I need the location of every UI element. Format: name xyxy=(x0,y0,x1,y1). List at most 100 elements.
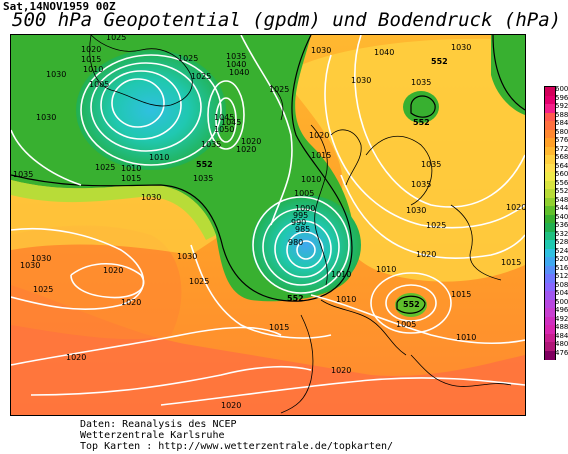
colorbar-tick-label: 600 xyxy=(555,85,568,93)
colorbar-swatch xyxy=(545,206,555,215)
colorbar-tick-label: 512 xyxy=(555,272,568,280)
colorbar-tick-label: 584 xyxy=(555,119,568,127)
colorbar-tick-label: 544 xyxy=(555,204,568,212)
colorbar-swatch xyxy=(545,172,555,181)
isobar-label: 1025 xyxy=(33,285,53,294)
colorbar-tick-label: 564 xyxy=(555,161,568,170)
isobar-label: 980 xyxy=(288,238,303,247)
isobar-label: 1020 xyxy=(103,266,123,275)
isobar-label: 1010 xyxy=(336,295,356,304)
colorbar-swatch xyxy=(545,189,555,198)
footer-link[interactable]: Top Karten : http://www.wetterzentrale.d… xyxy=(80,441,394,452)
isobar-label: 1020 xyxy=(331,366,351,375)
isobar-label: 1030 xyxy=(311,46,331,55)
isobar-label: 1025 xyxy=(269,85,289,94)
isobar-label: 1030 xyxy=(451,43,471,52)
colorbar-swatch xyxy=(545,146,555,156)
isobar-label: 1035 xyxy=(421,160,441,169)
isobar-label: 1025 xyxy=(426,221,446,230)
isobar-label: 1035 xyxy=(13,170,33,179)
isobar-label: 1040 xyxy=(374,48,394,57)
colorbar-swatch xyxy=(545,223,555,232)
colorbar-swatch xyxy=(545,180,555,190)
gpdm-label: 552 xyxy=(403,300,420,309)
colorbar-swatch xyxy=(545,291,555,300)
colorbar-swatch xyxy=(545,155,555,164)
colorbar-swatch xyxy=(545,257,555,266)
colorbar xyxy=(544,86,556,360)
isobar-label: 1020 xyxy=(66,353,86,362)
colorbar-swatch xyxy=(545,282,555,292)
isobar-label: 1040 xyxy=(229,68,249,77)
colorbar-tick-label: 480 xyxy=(555,340,568,348)
colorbar-swatch xyxy=(545,138,555,147)
isobar-label: 1015 xyxy=(311,151,331,160)
isobar-label: 1020 xyxy=(81,45,101,54)
isobar-label: 1020 xyxy=(506,203,525,212)
isobar-label: 1035 xyxy=(226,52,246,61)
isobar-labels: 1025 1020 1015 1010 1005 1030 1035 1040 … xyxy=(13,35,525,410)
isobar-label: 1015 xyxy=(501,258,521,267)
isobar-label: 1035 xyxy=(411,180,431,189)
isobar-label: 1025 xyxy=(191,72,211,81)
colorbar-swatch xyxy=(545,129,555,139)
colorbar-swatch xyxy=(545,308,555,317)
isobar-label: 1025 xyxy=(189,277,209,286)
isobar-label: 1015 xyxy=(451,290,471,299)
gpdm-label: 552 xyxy=(196,160,213,169)
colorbar-tick-label: 592 xyxy=(555,102,568,110)
isobar-label: 1020 xyxy=(221,401,241,410)
colorbar-tick-label: 528 xyxy=(555,238,568,246)
colorbar-swatch xyxy=(545,87,555,96)
isobar-label: 1020 xyxy=(236,145,256,154)
colorbar-swatch xyxy=(545,163,555,173)
isobar-label: 990 xyxy=(291,218,306,227)
colorbar-swatch xyxy=(545,121,555,130)
isobar-label: 1010 xyxy=(456,333,476,342)
weather-map-canvas: 552 552 552 552 552 1025 1020 1015 1010 … xyxy=(11,35,525,415)
low-northeast-corner xyxy=(491,35,525,115)
isobar-label: 1050 xyxy=(214,125,234,134)
colorbar-tick-label: 560 xyxy=(555,170,568,178)
colorbar-swatch xyxy=(545,248,555,258)
isobar-label: 1015 xyxy=(269,323,289,332)
isobar-label: 1045 xyxy=(221,118,241,127)
isobar-label: 1005 xyxy=(294,189,314,198)
isobar-label: 1015 xyxy=(121,174,141,183)
colorbar-tick-label: 504 xyxy=(555,289,568,297)
isobar-label: 1020 xyxy=(416,250,436,259)
colorbar-swatch xyxy=(545,299,555,309)
isobar-label: 1030 xyxy=(46,70,66,79)
colorbar-tick-label: 484 xyxy=(555,331,568,340)
gpdm-label: 552 xyxy=(413,118,430,127)
isobar-label: 1020 xyxy=(121,298,141,307)
isobar-label: 1010 xyxy=(376,265,396,274)
gpdm-label: 552 xyxy=(431,57,448,66)
isobar-label: 1020 xyxy=(241,137,261,146)
colorbar-tick-label: 548 xyxy=(555,195,568,204)
isobar-label: 1030 xyxy=(36,113,56,122)
colorbar-swatch xyxy=(545,231,555,241)
trough-yellowgreen xyxy=(11,180,216,240)
colorbar-tick-label: 568 xyxy=(555,153,568,161)
isobar-label: 1005 xyxy=(396,320,416,329)
colorbar-swatch xyxy=(545,350,555,360)
gpdm-labels: 552 552 552 552 552 xyxy=(196,57,448,309)
colorbar-swatch xyxy=(545,240,555,249)
isobar-label: 1045 xyxy=(214,113,234,122)
isobar-label: 1030 xyxy=(406,206,426,215)
colorbar-tick-label: 580 xyxy=(555,127,568,136)
colorbar-tick-label: 556 xyxy=(555,178,568,187)
colorbar-tick-label: 520 xyxy=(555,255,568,263)
isobar-label: 1035 xyxy=(201,140,221,149)
colorbar-swatch xyxy=(545,325,555,334)
colorbar-tick-label: 492 xyxy=(555,314,568,323)
colorbar-tick-label: 536 xyxy=(555,221,568,229)
isobar-label: 1035 xyxy=(193,174,213,183)
colorbar-tick-label: 576 xyxy=(555,136,568,144)
datestamp: Sat,14NOV1959 00Z xyxy=(3,0,116,13)
gpdm-label: 552 xyxy=(287,294,304,303)
colorbar-tick-label: 508 xyxy=(555,280,568,289)
isobar-label: 1010 xyxy=(331,270,351,279)
colorbar-tick-label: 596 xyxy=(555,93,568,102)
